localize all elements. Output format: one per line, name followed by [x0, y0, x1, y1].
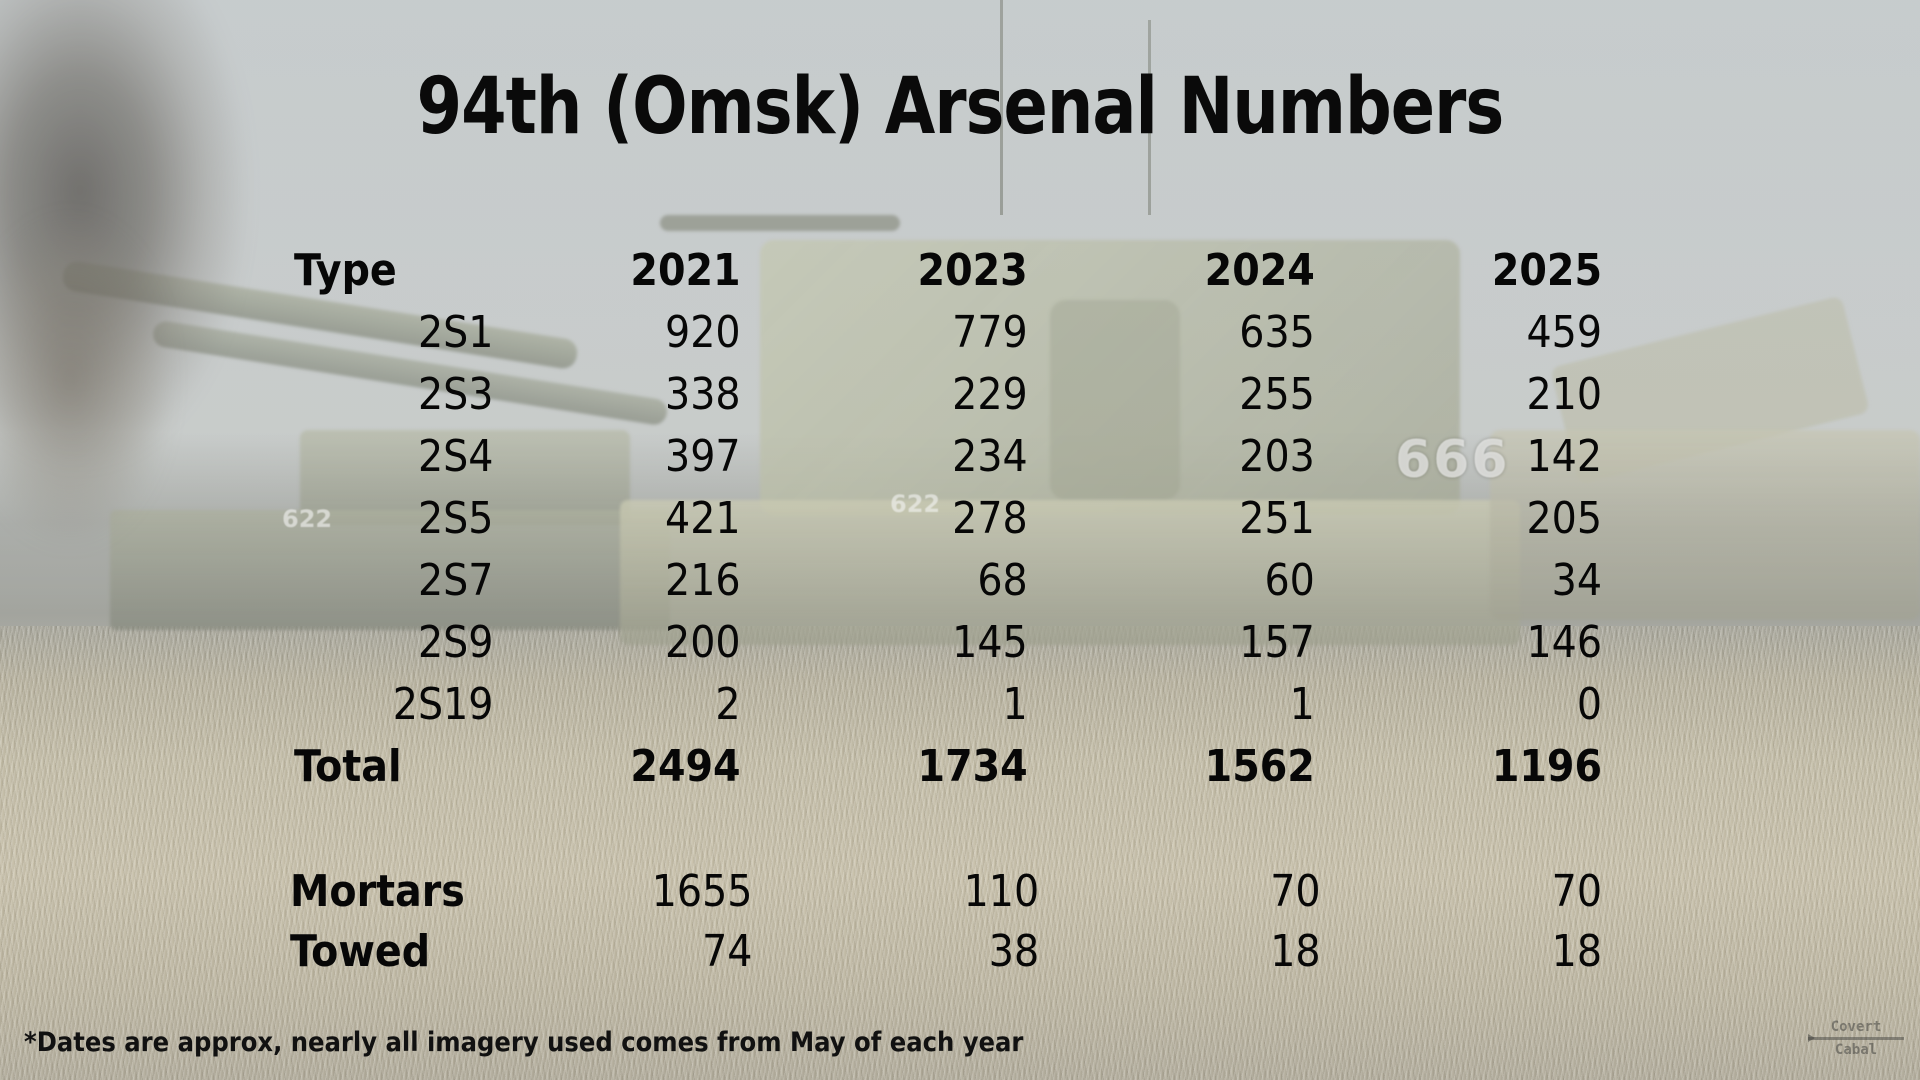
- table-header-row: Type 2021 2023 2024 2025: [290, 240, 1650, 302]
- table-row: 2S3 338 229 255 210: [290, 364, 1650, 426]
- tank-hull-number-mid: 622: [890, 490, 940, 518]
- howitzer-hull-right: [1490, 430, 1920, 620]
- background-field: [0, 626, 1920, 1080]
- total-2023: 1734: [917, 741, 1028, 792]
- cell-2021: 200: [665, 617, 741, 668]
- total-2021: 2494: [630, 741, 741, 792]
- cell-2023: 145: [952, 617, 1028, 668]
- cell-2025: 210: [1526, 369, 1602, 420]
- howitzer-turret-center: [760, 240, 1460, 515]
- row-label: 2S19: [392, 679, 494, 730]
- mortars-2024: 70: [1270, 866, 1321, 917]
- cell-2025: 205: [1526, 493, 1602, 544]
- antenna-mast-left: [1000, 0, 1003, 215]
- cell-2024: 251: [1239, 493, 1315, 544]
- cell-2024: 60: [1264, 555, 1315, 606]
- towed-2021: 74: [702, 926, 753, 977]
- arsenal-numbers-table: Type 2021 2023 2024 2025 2S1 920 779 635…: [290, 240, 1650, 798]
- watermark-line-2: Cabal: [1834, 1041, 1878, 1058]
- column-header-2023: 2023: [917, 245, 1028, 296]
- cell-2024: 203: [1239, 431, 1315, 482]
- towed-2025: 18: [1551, 926, 1602, 977]
- tank-hull-number-main: 666: [1395, 430, 1510, 490]
- howitzer-turret-left: [300, 430, 630, 525]
- antenna-mast-right: [1148, 20, 1151, 215]
- table-row: 2S7 216 68 60 34: [290, 550, 1650, 612]
- column-header-2021: 2021: [630, 245, 741, 296]
- secondary-systems-table: Mortars 1655 110 70 70 Towed 74 38 18 18: [290, 862, 1650, 982]
- row-label: 2S7: [417, 555, 494, 606]
- cell-2023: 234: [952, 431, 1028, 482]
- table-row: 2S5 421 278 251 205: [290, 488, 1650, 550]
- total-2025: 1196: [1491, 741, 1602, 792]
- cell-2023: 779: [952, 307, 1028, 358]
- column-header-type: Type: [294, 245, 397, 296]
- machine-gun-center: [660, 215, 900, 231]
- cell-2023: 278: [952, 493, 1028, 544]
- footnote: *Dates are approx, nearly all imagery us…: [24, 1027, 1024, 1058]
- table-row-mortars: Mortars 1655 110 70 70: [290, 862, 1650, 922]
- row-label: 2S1: [417, 307, 494, 358]
- row-label: 2S9: [417, 617, 494, 668]
- row-label: 2S3: [417, 369, 494, 420]
- cell-2025: 146: [1526, 617, 1602, 668]
- table-row: 2S9 200 145 157 146: [290, 612, 1650, 674]
- column-header-2025: 2025: [1491, 245, 1602, 296]
- cell-2021: 397: [665, 431, 741, 482]
- cell-2021: 421: [665, 493, 741, 544]
- cell-2024: 1: [1289, 679, 1315, 730]
- cell-2021: 216: [665, 555, 741, 606]
- column-header-2024: 2024: [1204, 245, 1315, 296]
- cell-2024: 635: [1239, 307, 1315, 358]
- cell-2023: 229: [952, 369, 1028, 420]
- mortars-2023: 110: [963, 866, 1040, 917]
- table-row: 2S1 920 779 635 459: [290, 302, 1650, 364]
- cell-2025: 459: [1526, 307, 1602, 358]
- howitzer-hull-center: [620, 500, 1520, 645]
- cell-2021: 920: [665, 307, 741, 358]
- table-total-row: Total 2494 1734 1562 1196: [290, 736, 1650, 798]
- cell-2025: 142: [1526, 431, 1602, 482]
- table-row: 2S4 397 234 203 142: [290, 426, 1650, 488]
- cell-2024: 255: [1239, 369, 1315, 420]
- page-title: 94th (Omsk) Arsenal Numbers: [416, 62, 1505, 152]
- smoke-plume-secondary: [0, 180, 260, 600]
- cell-2021: 338: [665, 369, 741, 420]
- towed-2024: 18: [1270, 926, 1321, 977]
- watermark-logo: Covert Cabal: [1808, 1019, 1904, 1058]
- towed-2023: 38: [988, 926, 1040, 977]
- row-label-towed: Towed: [290, 926, 431, 977]
- cell-2024: 157: [1239, 617, 1315, 668]
- mortars-2021: 1655: [651, 866, 753, 917]
- row-label-mortars: Mortars: [290, 866, 465, 917]
- cell-2023: 1: [1002, 679, 1028, 730]
- watermark-arrow-icon: [1808, 1033, 1904, 1042]
- row-label: 2S4: [417, 431, 494, 482]
- table-row: 2S19 2 1 1 0: [290, 674, 1650, 736]
- table-row-towed: Towed 74 38 18 18: [290, 922, 1650, 982]
- watermark-line-1: Covert: [1830, 1018, 1882, 1035]
- cell-2025: 34: [1551, 555, 1602, 606]
- row-label-total: Total: [294, 741, 402, 792]
- row-label: 2S5: [417, 493, 494, 544]
- cell-2021: 2: [715, 679, 741, 730]
- howitzer-turret-center-detail: [1050, 300, 1180, 500]
- total-2024: 1562: [1204, 741, 1315, 792]
- cell-2023: 68: [977, 555, 1028, 606]
- mortars-2025: 70: [1551, 866, 1602, 917]
- cell-2025: 0: [1576, 679, 1602, 730]
